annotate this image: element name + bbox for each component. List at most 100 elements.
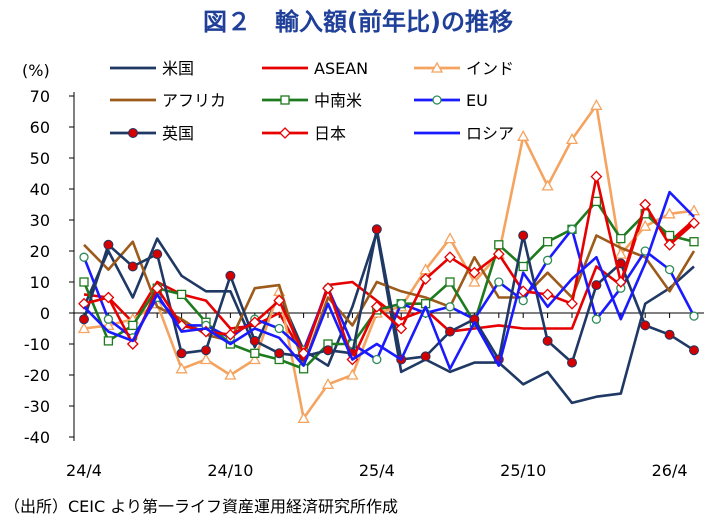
series-3 <box>77 98 701 424</box>
data-point <box>590 98 603 110</box>
y-axis: -40 -30 -20 -10 0 10 20 30 40 50 60 70 <box>24 87 75 447</box>
data-point <box>492 248 505 261</box>
y-tick-label: 20 <box>30 242 50 261</box>
data-point <box>639 219 652 231</box>
data-point <box>79 252 89 262</box>
data-point <box>127 261 138 272</box>
data-point <box>445 326 455 337</box>
x-tick-label: 25/10 <box>500 461 546 480</box>
data-point <box>78 297 90 310</box>
data-point <box>518 295 528 306</box>
x-tick-label: 24/10 <box>207 461 253 480</box>
data-point <box>542 335 553 346</box>
data-point <box>128 320 138 331</box>
data-point <box>199 353 213 365</box>
data-point <box>494 240 504 250</box>
chart-title: 図２ 輸入額(前年比)の推移 <box>203 8 513 36</box>
data-point <box>567 224 577 234</box>
x-tick-label: 26/4 <box>652 461 688 480</box>
legend-label: EU <box>466 91 488 110</box>
data-point <box>420 351 431 362</box>
legend-item: インド <box>414 59 514 78</box>
series-8 <box>78 170 700 366</box>
y-tick-label: 0 <box>40 304 50 323</box>
y-tick-label: 40 <box>30 180 50 199</box>
data-point <box>591 314 602 324</box>
data-point <box>419 272 432 285</box>
data-point <box>445 277 455 287</box>
legend-item: EU <box>414 91 488 110</box>
data-point <box>79 277 89 287</box>
y-tick-label: -10 <box>24 335 50 354</box>
data-point <box>664 264 675 275</box>
y-tick-label: -40 <box>24 428 50 447</box>
data-point <box>517 129 530 141</box>
data-point <box>322 282 334 295</box>
legend-item: 英国 <box>110 124 194 143</box>
legend-label: アフリカ <box>162 91 226 110</box>
data-point <box>103 336 114 346</box>
data-point <box>566 297 578 310</box>
x-tick-label: 24/4 <box>66 461 102 480</box>
data-point <box>468 275 481 287</box>
data-point <box>224 328 237 341</box>
data-point <box>443 232 457 244</box>
data-point <box>444 251 456 264</box>
legend-item: ASEAN <box>262 59 368 78</box>
data-point <box>323 345 333 356</box>
legend-marker <box>128 128 138 138</box>
data-point <box>126 338 139 350</box>
data-point <box>103 239 114 250</box>
data-point <box>176 348 187 359</box>
series-9 <box>83 190 695 371</box>
data-point <box>494 277 504 287</box>
data-point <box>542 255 553 265</box>
series-line <box>82 231 695 405</box>
legend-label: ASEAN <box>314 59 368 78</box>
series-4 <box>83 234 696 368</box>
data-point <box>225 270 236 281</box>
data-point <box>591 196 602 207</box>
data-point <box>614 247 627 259</box>
legend-item: ロシア <box>414 124 514 143</box>
legend-marker <box>430 61 444 73</box>
data-point <box>152 249 163 260</box>
legend-label: インド <box>466 59 514 78</box>
legend-marker <box>280 95 290 105</box>
y-tick-label: 50 <box>30 149 50 168</box>
data-point <box>395 322 408 335</box>
data-point <box>297 412 310 424</box>
data-point <box>370 300 383 313</box>
data-point <box>567 357 577 368</box>
series-line <box>83 190 695 371</box>
data-point <box>274 323 284 334</box>
data-point <box>542 237 553 247</box>
data-point <box>663 238 676 251</box>
data-point <box>663 207 676 219</box>
legend-marker <box>432 95 442 105</box>
legend-item: 中南米 <box>262 91 362 110</box>
data-point <box>79 314 89 325</box>
plot-area <box>77 98 701 424</box>
data-point <box>541 179 554 191</box>
legend-marker <box>279 127 291 139</box>
data-point <box>591 280 602 291</box>
data-point <box>689 237 699 247</box>
data-point <box>346 368 359 380</box>
data-point <box>689 311 699 321</box>
legend-label: 日本 <box>314 124 346 143</box>
y-axis-unit-label: (%) <box>22 61 50 80</box>
data-point <box>468 266 481 279</box>
data-point <box>518 230 529 241</box>
data-point <box>224 368 237 380</box>
data-point <box>249 335 260 346</box>
data-point <box>541 288 554 301</box>
legend-label: ロシア <box>466 124 514 143</box>
data-point <box>664 329 675 340</box>
y-tick-label: 70 <box>30 87 50 106</box>
data-point <box>639 198 652 211</box>
data-point <box>103 314 114 324</box>
data-point <box>176 289 187 300</box>
x-axis: 24/4 24/10 25/4 25/10 26/4 <box>66 312 704 480</box>
y-tick-label: 60 <box>30 118 50 137</box>
